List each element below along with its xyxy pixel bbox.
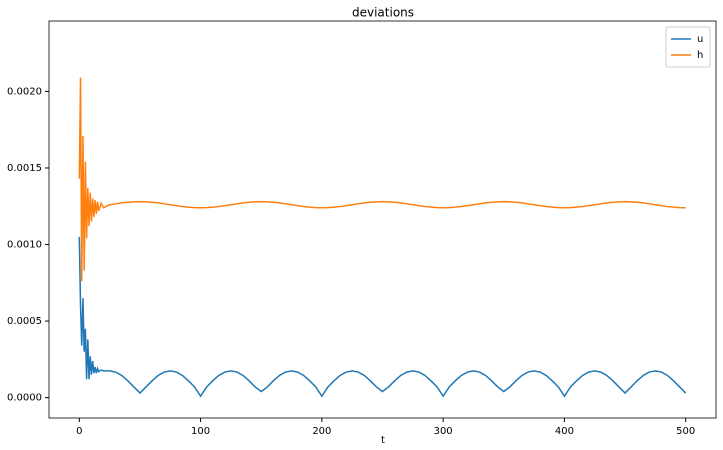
legend-box: [665, 26, 711, 68]
series-line: [78, 236, 687, 398]
legend-label: u: [697, 34, 703, 45]
x-tick-label: 200: [312, 426, 331, 437]
y-tick-label: 0.0000: [7, 393, 42, 404]
y-tick-label: 0.0010: [7, 240, 42, 251]
x-tick-label: 0: [76, 426, 82, 437]
x-tick-label: 500: [676, 426, 695, 437]
x-tick-label: 100: [191, 426, 210, 437]
y-tick-label: 0.0005: [7, 316, 42, 327]
chart-title: deviations: [352, 6, 414, 20]
plot-frame: [48, 20, 717, 419]
legend-label: h: [697, 50, 703, 61]
x-axis-label: t: [381, 435, 385, 446]
y-tick-label: 0.0015: [7, 163, 42, 174]
series-line: [78, 77, 686, 282]
y-tick-label: 0.0020: [7, 86, 42, 97]
x-tick-label: 400: [555, 426, 574, 437]
x-tick-label: 300: [434, 426, 453, 437]
